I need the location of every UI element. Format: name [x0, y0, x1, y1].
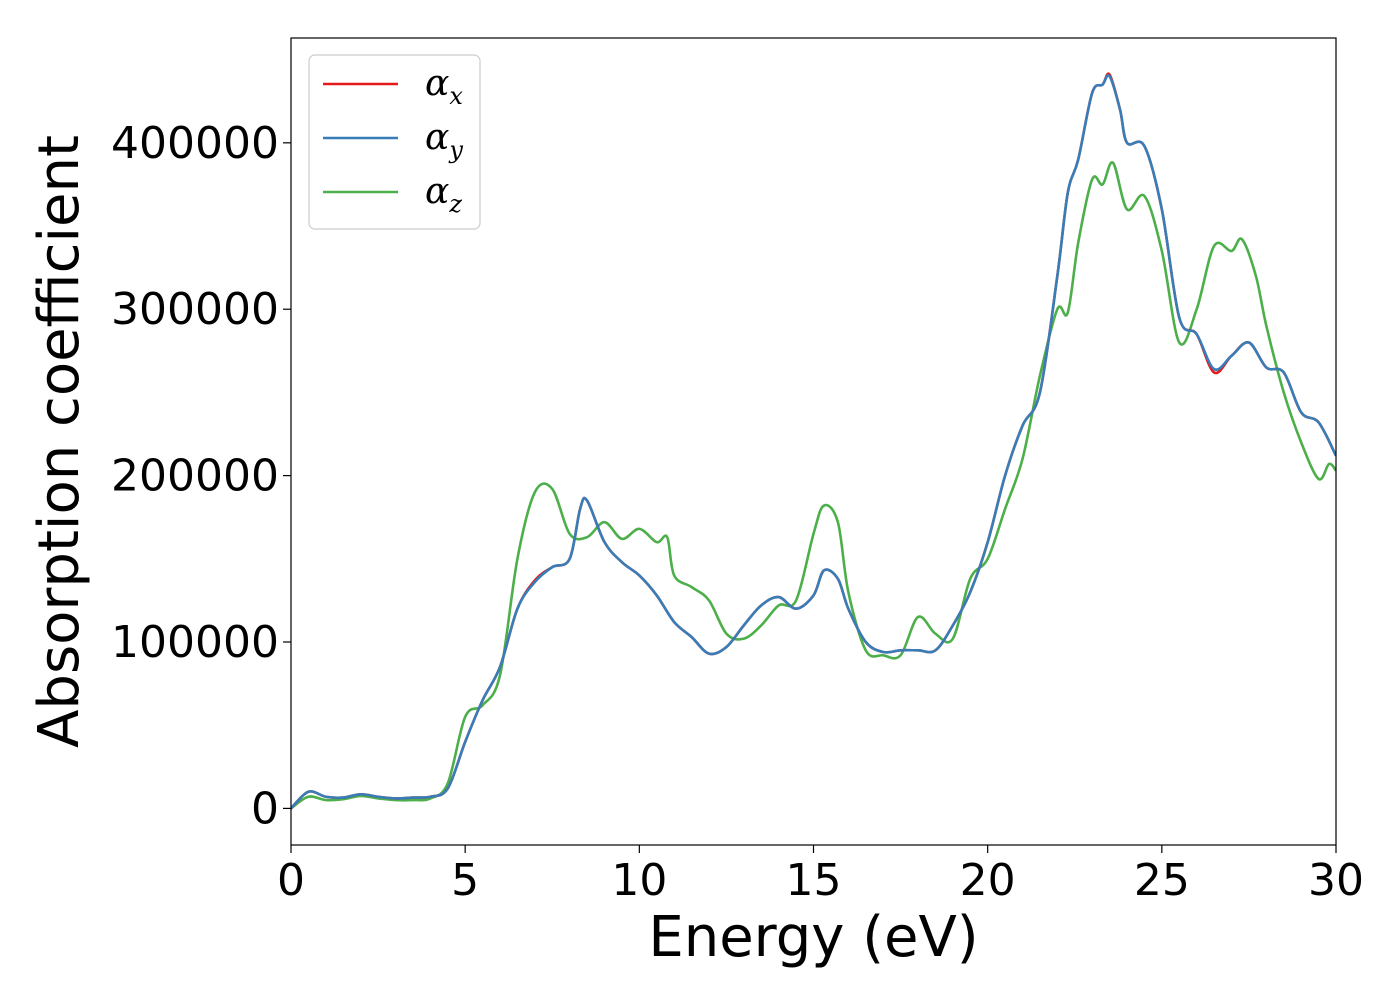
y-tick-label: 300000	[111, 284, 279, 335]
x-tick-label: 5	[451, 855, 479, 906]
legend-label-y: αy	[425, 117, 463, 164]
x-axis-ticks: 0 5 10 15 20 25 30	[277, 845, 1364, 906]
legend-symbol: α	[425, 117, 449, 158]
x-tick-label: 20	[960, 855, 1016, 906]
legend-subscript: x	[449, 82, 463, 110]
series-line-y	[291, 74, 1336, 810]
legend-subscript: z	[448, 190, 462, 218]
legend-label-x: αx	[425, 63, 463, 110]
x-axis-title: Energy (eV)	[648, 905, 978, 970]
y-axis-title: Absorption coefficient	[27, 135, 92, 748]
legend-symbol: α	[425, 171, 449, 212]
legend-symbol: α	[425, 63, 449, 104]
legend-box	[308, 54, 481, 230]
legend-label-z: αz	[425, 171, 462, 218]
y-tick-label: 100000	[111, 617, 279, 668]
x-tick-label: 30	[1308, 855, 1364, 906]
y-tick-label: 0	[251, 783, 279, 834]
legend-subscript: y	[448, 136, 463, 164]
series-line-z	[291, 161, 1336, 810]
x-tick-label: 25	[1134, 855, 1190, 906]
y-tick-label: 200000	[111, 451, 279, 502]
x-tick-label: 0	[277, 855, 305, 906]
x-tick-label: 15	[786, 855, 842, 906]
y-axis-ticks: 0 100000 200000 300000 400000	[111, 118, 291, 834]
x-tick-label: 10	[611, 855, 667, 906]
y-tick-label: 400000	[111, 118, 279, 169]
